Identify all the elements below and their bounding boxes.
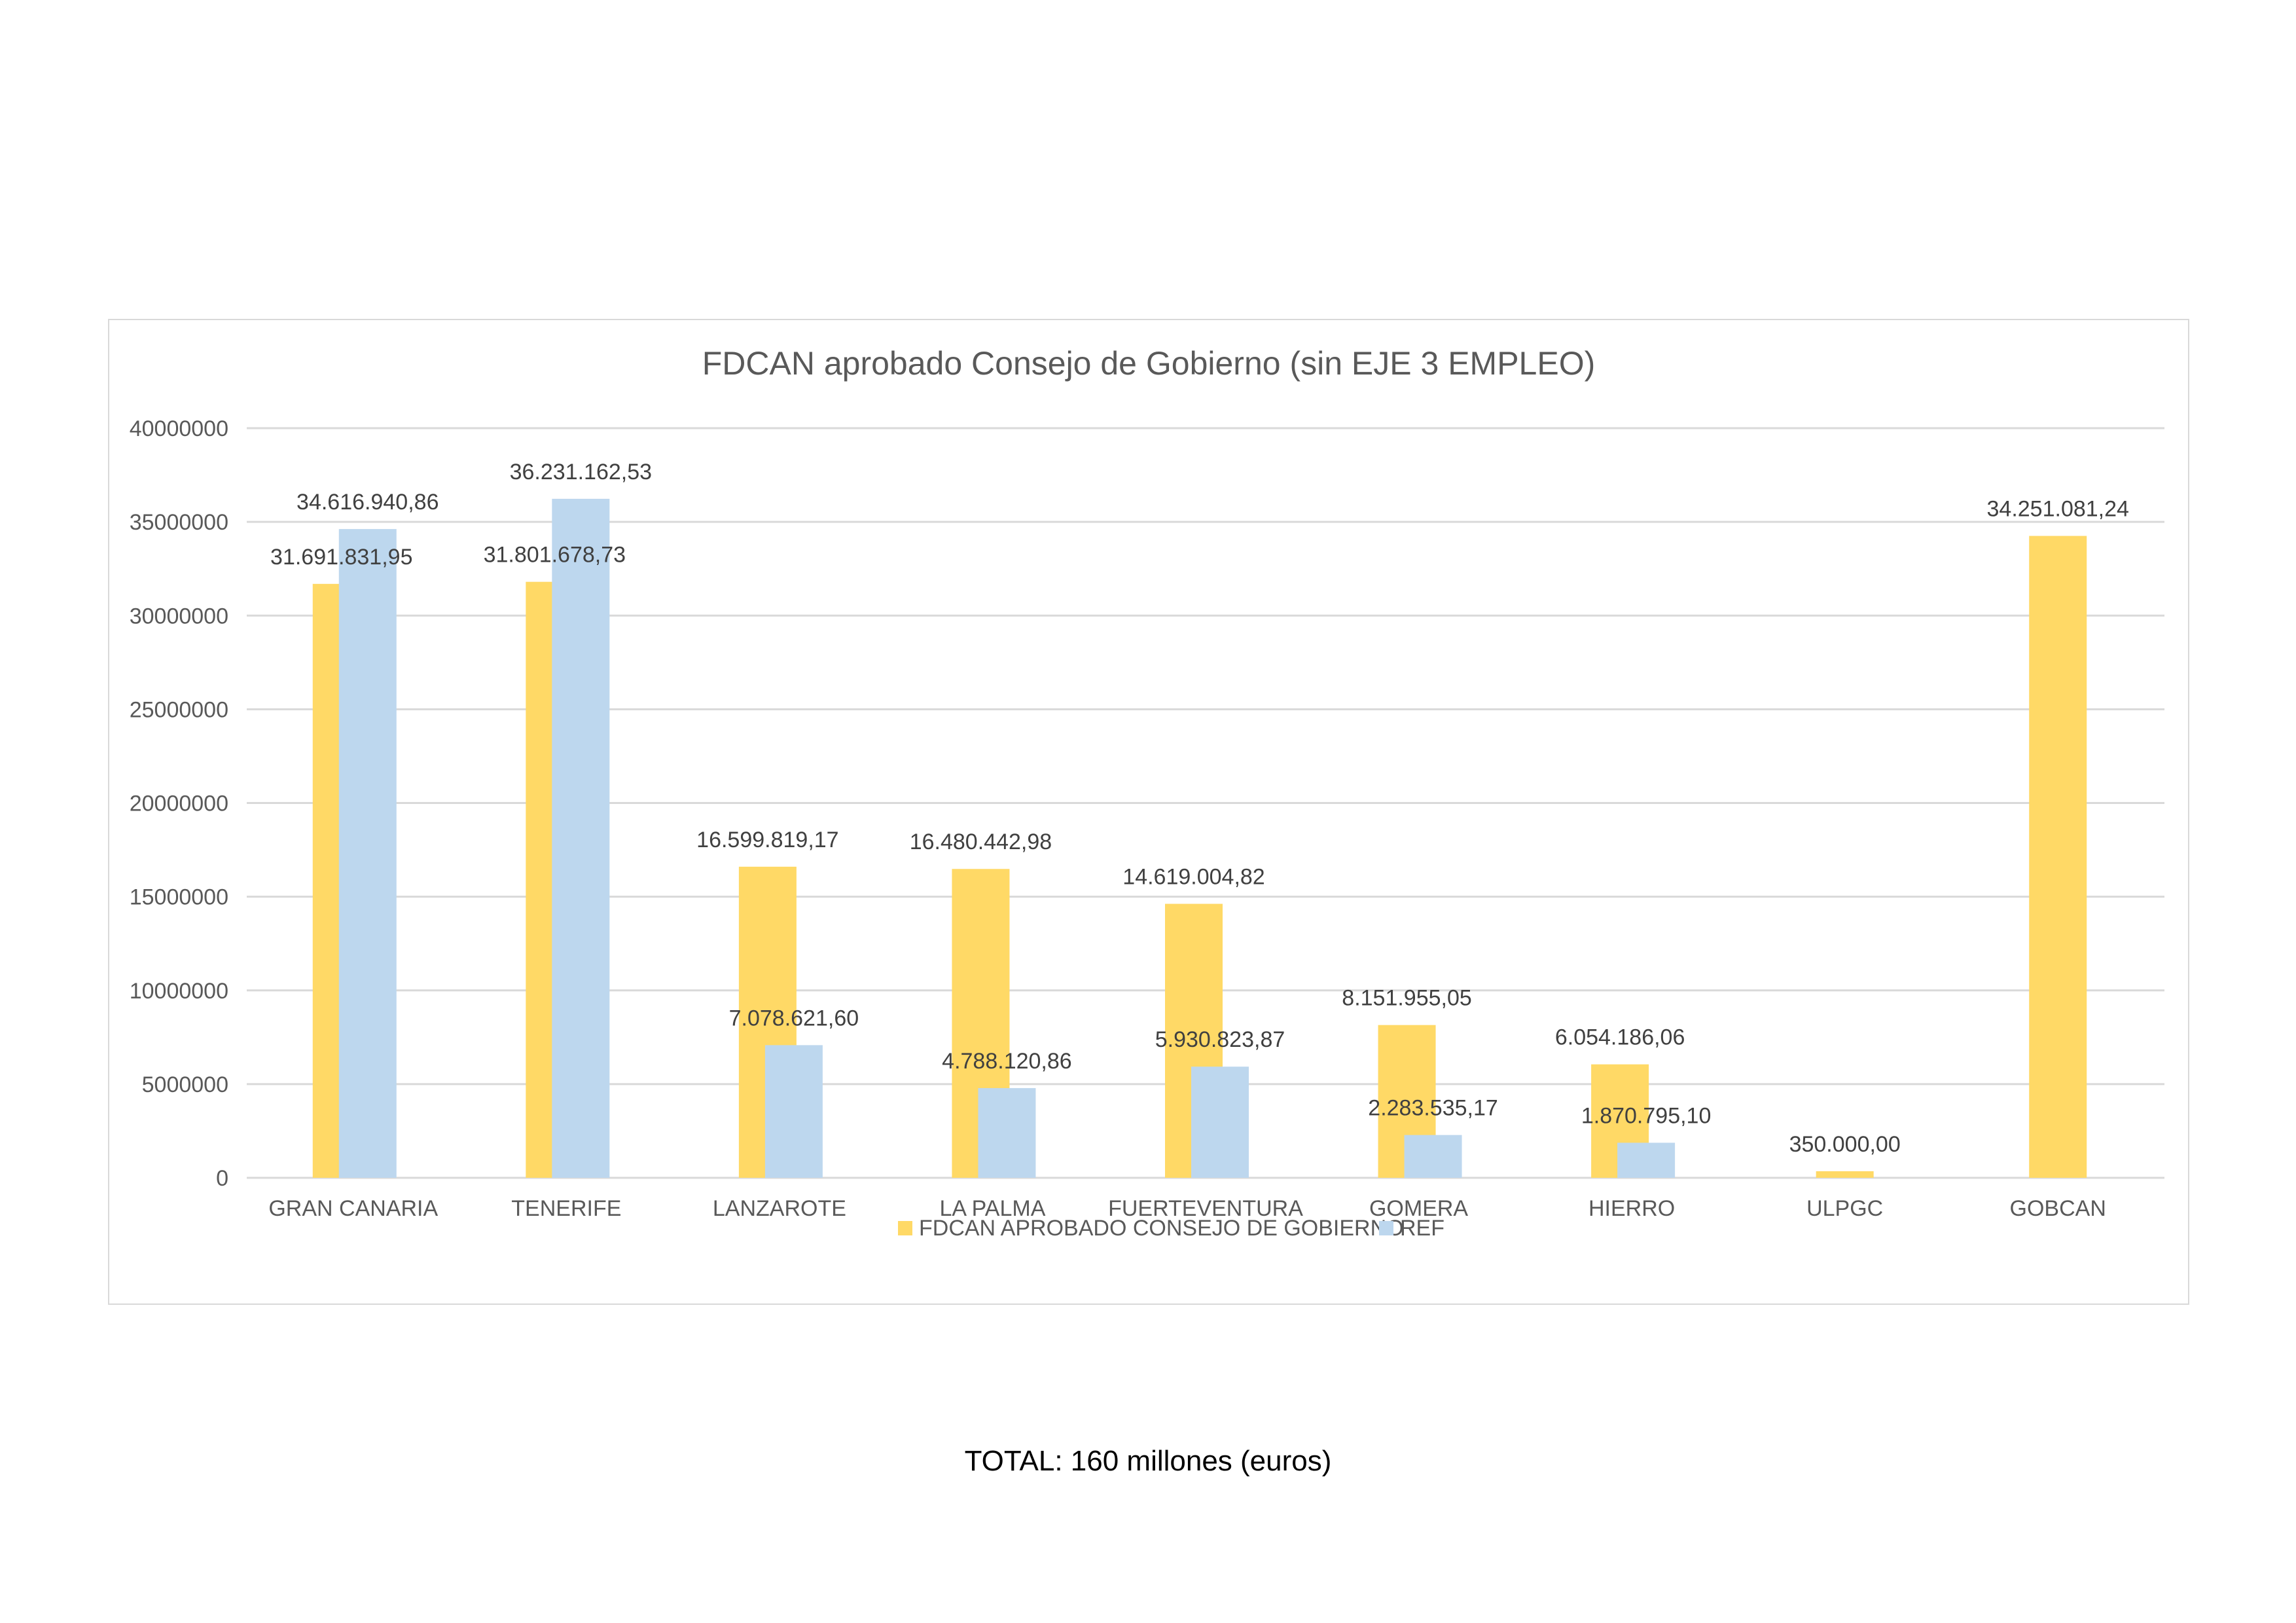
bar xyxy=(1404,1135,1462,1178)
data-label: 31.801.678,73 xyxy=(484,543,626,568)
y-tick-label: 25000000 xyxy=(130,697,228,722)
data-labels: 31.691.831,95 31.801.678,73 16.599.819,17 1… xyxy=(270,460,2129,1157)
legend-label: REF xyxy=(1400,1216,1444,1241)
data-label: 1.870.795,10 xyxy=(1581,1103,1712,1128)
x-axis-tick-labels: GRAN CANARIA TENERIFE LANZAROTE LA PALMA FUE… xyxy=(268,1196,2106,1221)
data-label: 14.619.004,82 xyxy=(1122,865,1265,890)
y-tick-label: 35000000 xyxy=(130,510,228,535)
x-tick-label: TENERIFE xyxy=(511,1196,621,1221)
y-tick-label: 0 xyxy=(216,1166,228,1191)
bar xyxy=(1816,1171,1874,1178)
legend-swatch xyxy=(898,1221,912,1235)
x-tick-label: GOBCAN xyxy=(2010,1196,2106,1221)
bar xyxy=(338,529,397,1178)
x-tick-label: GOMERA xyxy=(1369,1196,1468,1221)
total-caption: TOTAL: 160 millones (euros) xyxy=(964,1445,1332,1477)
chart: FDCAN aprobado Consejo de Gobierno (sin … xyxy=(130,345,2164,1241)
x-tick-label: GRAN CANARIA xyxy=(268,1196,438,1221)
data-label: 34.616.940,86 xyxy=(296,490,439,515)
data-label: 7.078.621,60 xyxy=(729,1006,859,1030)
data-label: 16.480.442,98 xyxy=(910,830,1052,854)
data-label: 2.283.535,17 xyxy=(1368,1096,1498,1121)
data-label: 34.251.081,24 xyxy=(1987,497,2129,522)
bar xyxy=(552,498,610,1178)
y-tick-label: 40000000 xyxy=(130,416,228,441)
y-tick-label: 10000000 xyxy=(130,979,228,1004)
bar xyxy=(1191,1067,1249,1178)
y-tick-label: 20000000 xyxy=(130,792,228,816)
x-tick-label: LA PALMA xyxy=(939,1196,1045,1221)
y-axis-tick-labels: 0 5000000 10000000 15000000 20000000 25000000… xyxy=(130,416,228,1191)
x-tick-label: LANZAROTE xyxy=(713,1196,846,1221)
y-tick-label: 30000000 xyxy=(130,604,228,629)
data-label: 16.599.819,17 xyxy=(696,828,838,852)
bar xyxy=(978,1087,1036,1178)
legend-label: FDCAN APROBADO CONSEJO DE GOBIERNO xyxy=(919,1216,1404,1241)
data-label: 5.930.823,87 xyxy=(1155,1027,1285,1052)
bar xyxy=(2029,536,2087,1178)
legend-swatch xyxy=(1379,1221,1393,1235)
data-label: 350.000,00 xyxy=(1789,1132,1901,1157)
x-tick-label: ULPGC xyxy=(1806,1196,1883,1221)
data-label: 4.788.120,86 xyxy=(942,1049,1072,1074)
bars xyxy=(312,498,2087,1178)
x-tick-label: FUERTEVENTURA xyxy=(1108,1196,1303,1221)
y-tick-label: 5000000 xyxy=(142,1072,228,1097)
bar xyxy=(764,1045,823,1178)
chart-title: FDCAN aprobado Consejo de Gobierno (sin … xyxy=(702,345,1596,382)
y-tick-label: 15000000 xyxy=(130,885,228,910)
data-label: 31.691.831,95 xyxy=(270,545,412,570)
data-label: 6.054.186,06 xyxy=(1555,1025,1685,1050)
data-label: 8.151.955,05 xyxy=(1342,986,1472,1011)
data-label: 36.231.162,53 xyxy=(510,460,652,484)
chart-frame: FDCAN aprobado Consejo de Gobierno (sin … xyxy=(108,319,2189,1305)
bar xyxy=(1617,1142,1676,1178)
x-tick-label: HIERRO xyxy=(1588,1196,1675,1221)
